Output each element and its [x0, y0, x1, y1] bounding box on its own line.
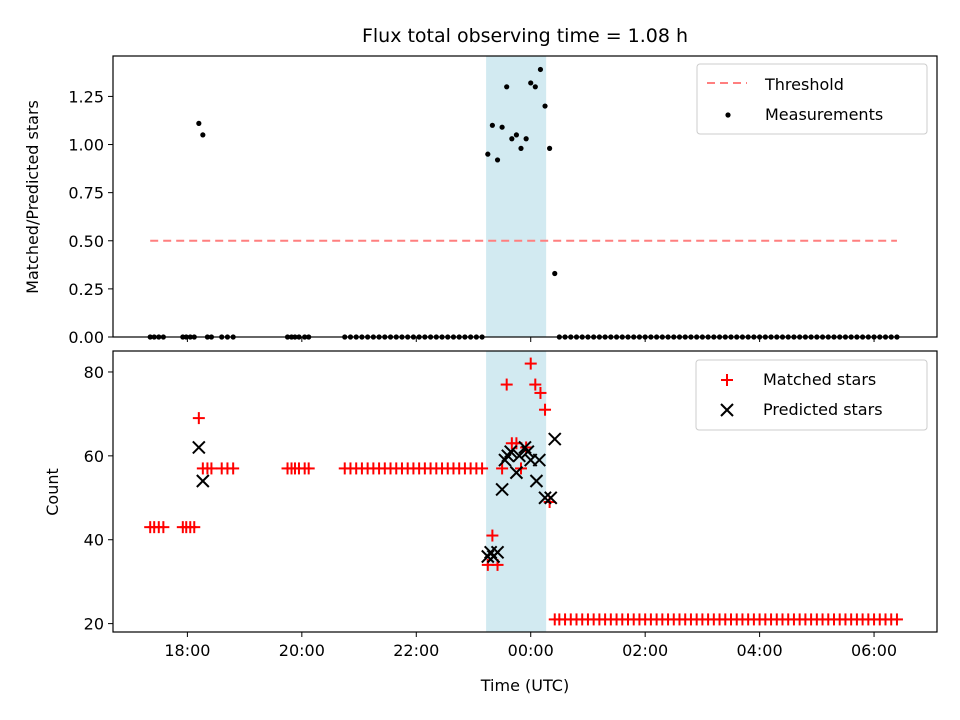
- top-y-tick-label: 0.25: [68, 280, 104, 299]
- x-tick-label: 00:00: [508, 641, 554, 660]
- predicted-star-point: [196, 474, 210, 488]
- top-y-tick-label: 1.00: [68, 136, 104, 155]
- measurement-point: [523, 136, 529, 142]
- measurement-point: [200, 132, 206, 138]
- matched-star-point: [539, 403, 552, 416]
- x-tick-label: 22:00: [393, 641, 439, 660]
- top-span: [486, 56, 547, 337]
- top-axes-frame: [112, 55, 938, 338]
- predicted-star-point: [192, 440, 206, 455]
- measurement-point: [537, 66, 544, 73]
- top-y-ticks: 0.00 0.25 0.50 0.75 1.00 1.25: [68, 87, 113, 347]
- legend-predicted-label: Predicted stars: [763, 400, 883, 419]
- matched-star-point: [496, 462, 509, 475]
- measurement-point: [504, 84, 510, 90]
- matched-star-point: [157, 521, 170, 534]
- matched-star-point: [500, 378, 513, 391]
- predicted-star-point: [529, 474, 544, 488]
- bottom-legend-box: [695, 359, 928, 431]
- measurement-point: [518, 145, 524, 151]
- predicted-star-point: [544, 491, 558, 505]
- measurement-point: [532, 84, 538, 90]
- top-y-axis-label: Matched/Predicted stars: [23, 100, 42, 294]
- x-tick-label: 20:00: [279, 641, 325, 660]
- bottom-y-axis-label: Count: [43, 468, 62, 516]
- matched-star-point: [524, 357, 537, 370]
- top-y-tick-label: 0.75: [68, 184, 104, 203]
- measurement-point: [494, 157, 501, 163]
- bottom-x-ticks: 18:00 20:00 22:00 00:00 02:00 04:00 06:00: [164, 632, 897, 660]
- bottom-legend: Matched stars Predicted stars: [695, 359, 928, 431]
- bottom-y-tick-label: 60: [84, 447, 104, 466]
- bottom-y-tick-label: 20: [84, 615, 104, 634]
- x-tick-label: 18:00: [164, 641, 210, 660]
- top-y-tick-label: 0.50: [68, 232, 104, 251]
- matched-star-point: [227, 462, 240, 475]
- matched-star-point: [302, 462, 315, 475]
- bottom-panel: 20 40 60 80 18:00 20:00 22:00 00:00 02:00 04:00 0…: [43, 350, 938, 695]
- legend-measurements-label: Measurements: [765, 105, 883, 124]
- measurement-point: [547, 145, 553, 151]
- bottom-y-tick-label: 40: [84, 531, 104, 550]
- matched-star-point: [534, 386, 547, 399]
- chart-title: Flux total observing time = 1.08 h: [362, 25, 688, 47]
- predicted-star-point: [503, 444, 518, 459]
- x-tick-label: 06:00: [851, 641, 897, 660]
- matched-star-point: [188, 521, 201, 534]
- bottom-y-tick-label: 80: [84, 363, 104, 382]
- matched-star-point: [192, 412, 205, 425]
- measurement-point: [499, 124, 505, 130]
- matched-star-point: [529, 378, 542, 391]
- bottom-y-ticks: 20 40 60 80: [84, 363, 113, 634]
- measurement-point: [485, 151, 491, 157]
- predicted-star-point: [548, 432, 562, 446]
- predicted-points: [192, 432, 562, 564]
- measurement-point: [552, 270, 558, 277]
- measurement-point: [542, 103, 548, 109]
- bottom-span: [486, 351, 547, 632]
- legend-matched-label: Matched stars: [763, 370, 876, 389]
- matched-star-point: [486, 529, 499, 542]
- x-tick-label: 02:00: [622, 641, 668, 660]
- predicted-star-point: [532, 453, 547, 467]
- top-y-tick-label: 1.25: [68, 87, 104, 106]
- predicted-star-point: [509, 465, 524, 480]
- legend-measurements-swatch: [725, 112, 731, 118]
- legend-predicted-swatch: [720, 403, 734, 417]
- top-y-tick-label: 0.00: [68, 328, 104, 347]
- x-tick-label: 04:00: [737, 641, 783, 660]
- x-axis-label: Time (UTC): [480, 676, 569, 695]
- predicted-star-point: [538, 491, 552, 505]
- predicted-star-point: [495, 482, 509, 497]
- measurement-point: [489, 122, 495, 128]
- matched-points: [144, 357, 903, 626]
- matched-star-point: [890, 613, 903, 626]
- predicted-star-point: [512, 449, 526, 463]
- bottom-axes-frame: [112, 350, 938, 633]
- matched-star-point: [205, 462, 218, 475]
- measurement-point: [196, 120, 202, 126]
- predicted-star-point: [490, 545, 505, 560]
- matched-star-point: [476, 462, 489, 475]
- measurement-point: [509, 136, 515, 142]
- top-legend: Threshold Measurements: [696, 63, 928, 135]
- legend-matched-swatch: [721, 374, 733, 386]
- top-legend-box: [696, 63, 928, 135]
- measurement-point: [528, 80, 534, 86]
- predicted-star-point: [521, 444, 535, 459]
- legend-threshold-label: Threshold: [764, 75, 844, 94]
- measurement-point: [513, 132, 520, 138]
- top-panel: 0.00 0.25 0.50 0.75 1.00 1.25 Matched/Predict…: [23, 55, 938, 347]
